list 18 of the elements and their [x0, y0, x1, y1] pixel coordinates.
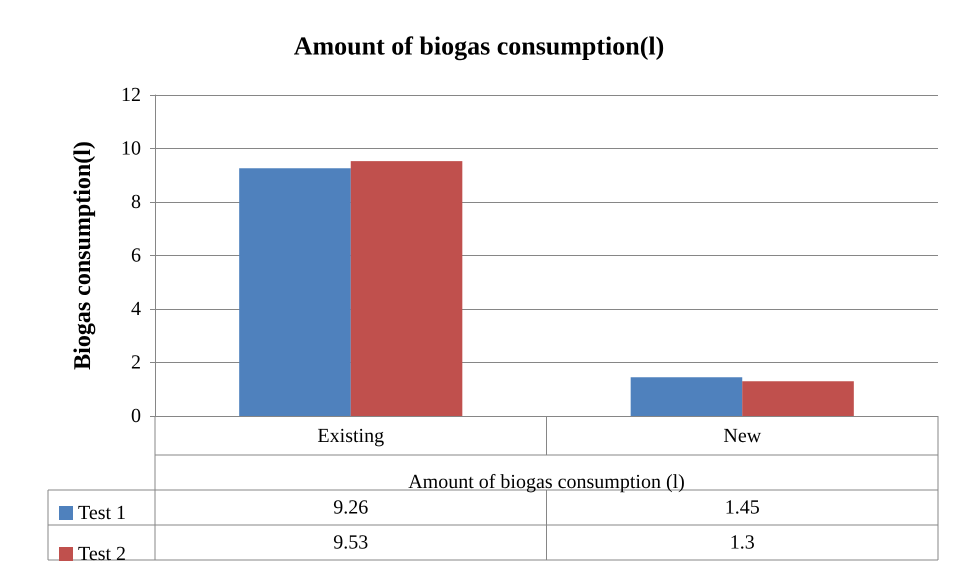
x-tick-label: New — [723, 425, 762, 447]
x-axis-title: Amount of biogas consumption (l) — [408, 471, 685, 493]
y-tick-label: 4 — [131, 298, 141, 320]
y-tick-label: 6 — [131, 244, 141, 266]
x-tick-label: Existing — [317, 425, 384, 447]
y-tick-label: 12 — [121, 84, 141, 106]
legend-label: Test 1 — [78, 502, 126, 524]
y-tick-label: 0 — [131, 405, 141, 427]
y-tick-label: 2 — [131, 352, 141, 374]
y-tick-label: 10 — [121, 138, 141, 160]
legend-label: Test 2 — [78, 543, 126, 565]
data-label: 1.45 — [724, 496, 760, 518]
data-label: 9.53 — [333, 532, 368, 554]
data-label: 1.3 — [730, 532, 755, 554]
data-label: 9.26 — [333, 496, 368, 518]
y-axis-title: Biogas consumption(l) — [70, 141, 96, 370]
chart-title: Amount of biogas consumption(l) — [294, 32, 664, 60]
y-tick-label: 8 — [131, 191, 141, 213]
